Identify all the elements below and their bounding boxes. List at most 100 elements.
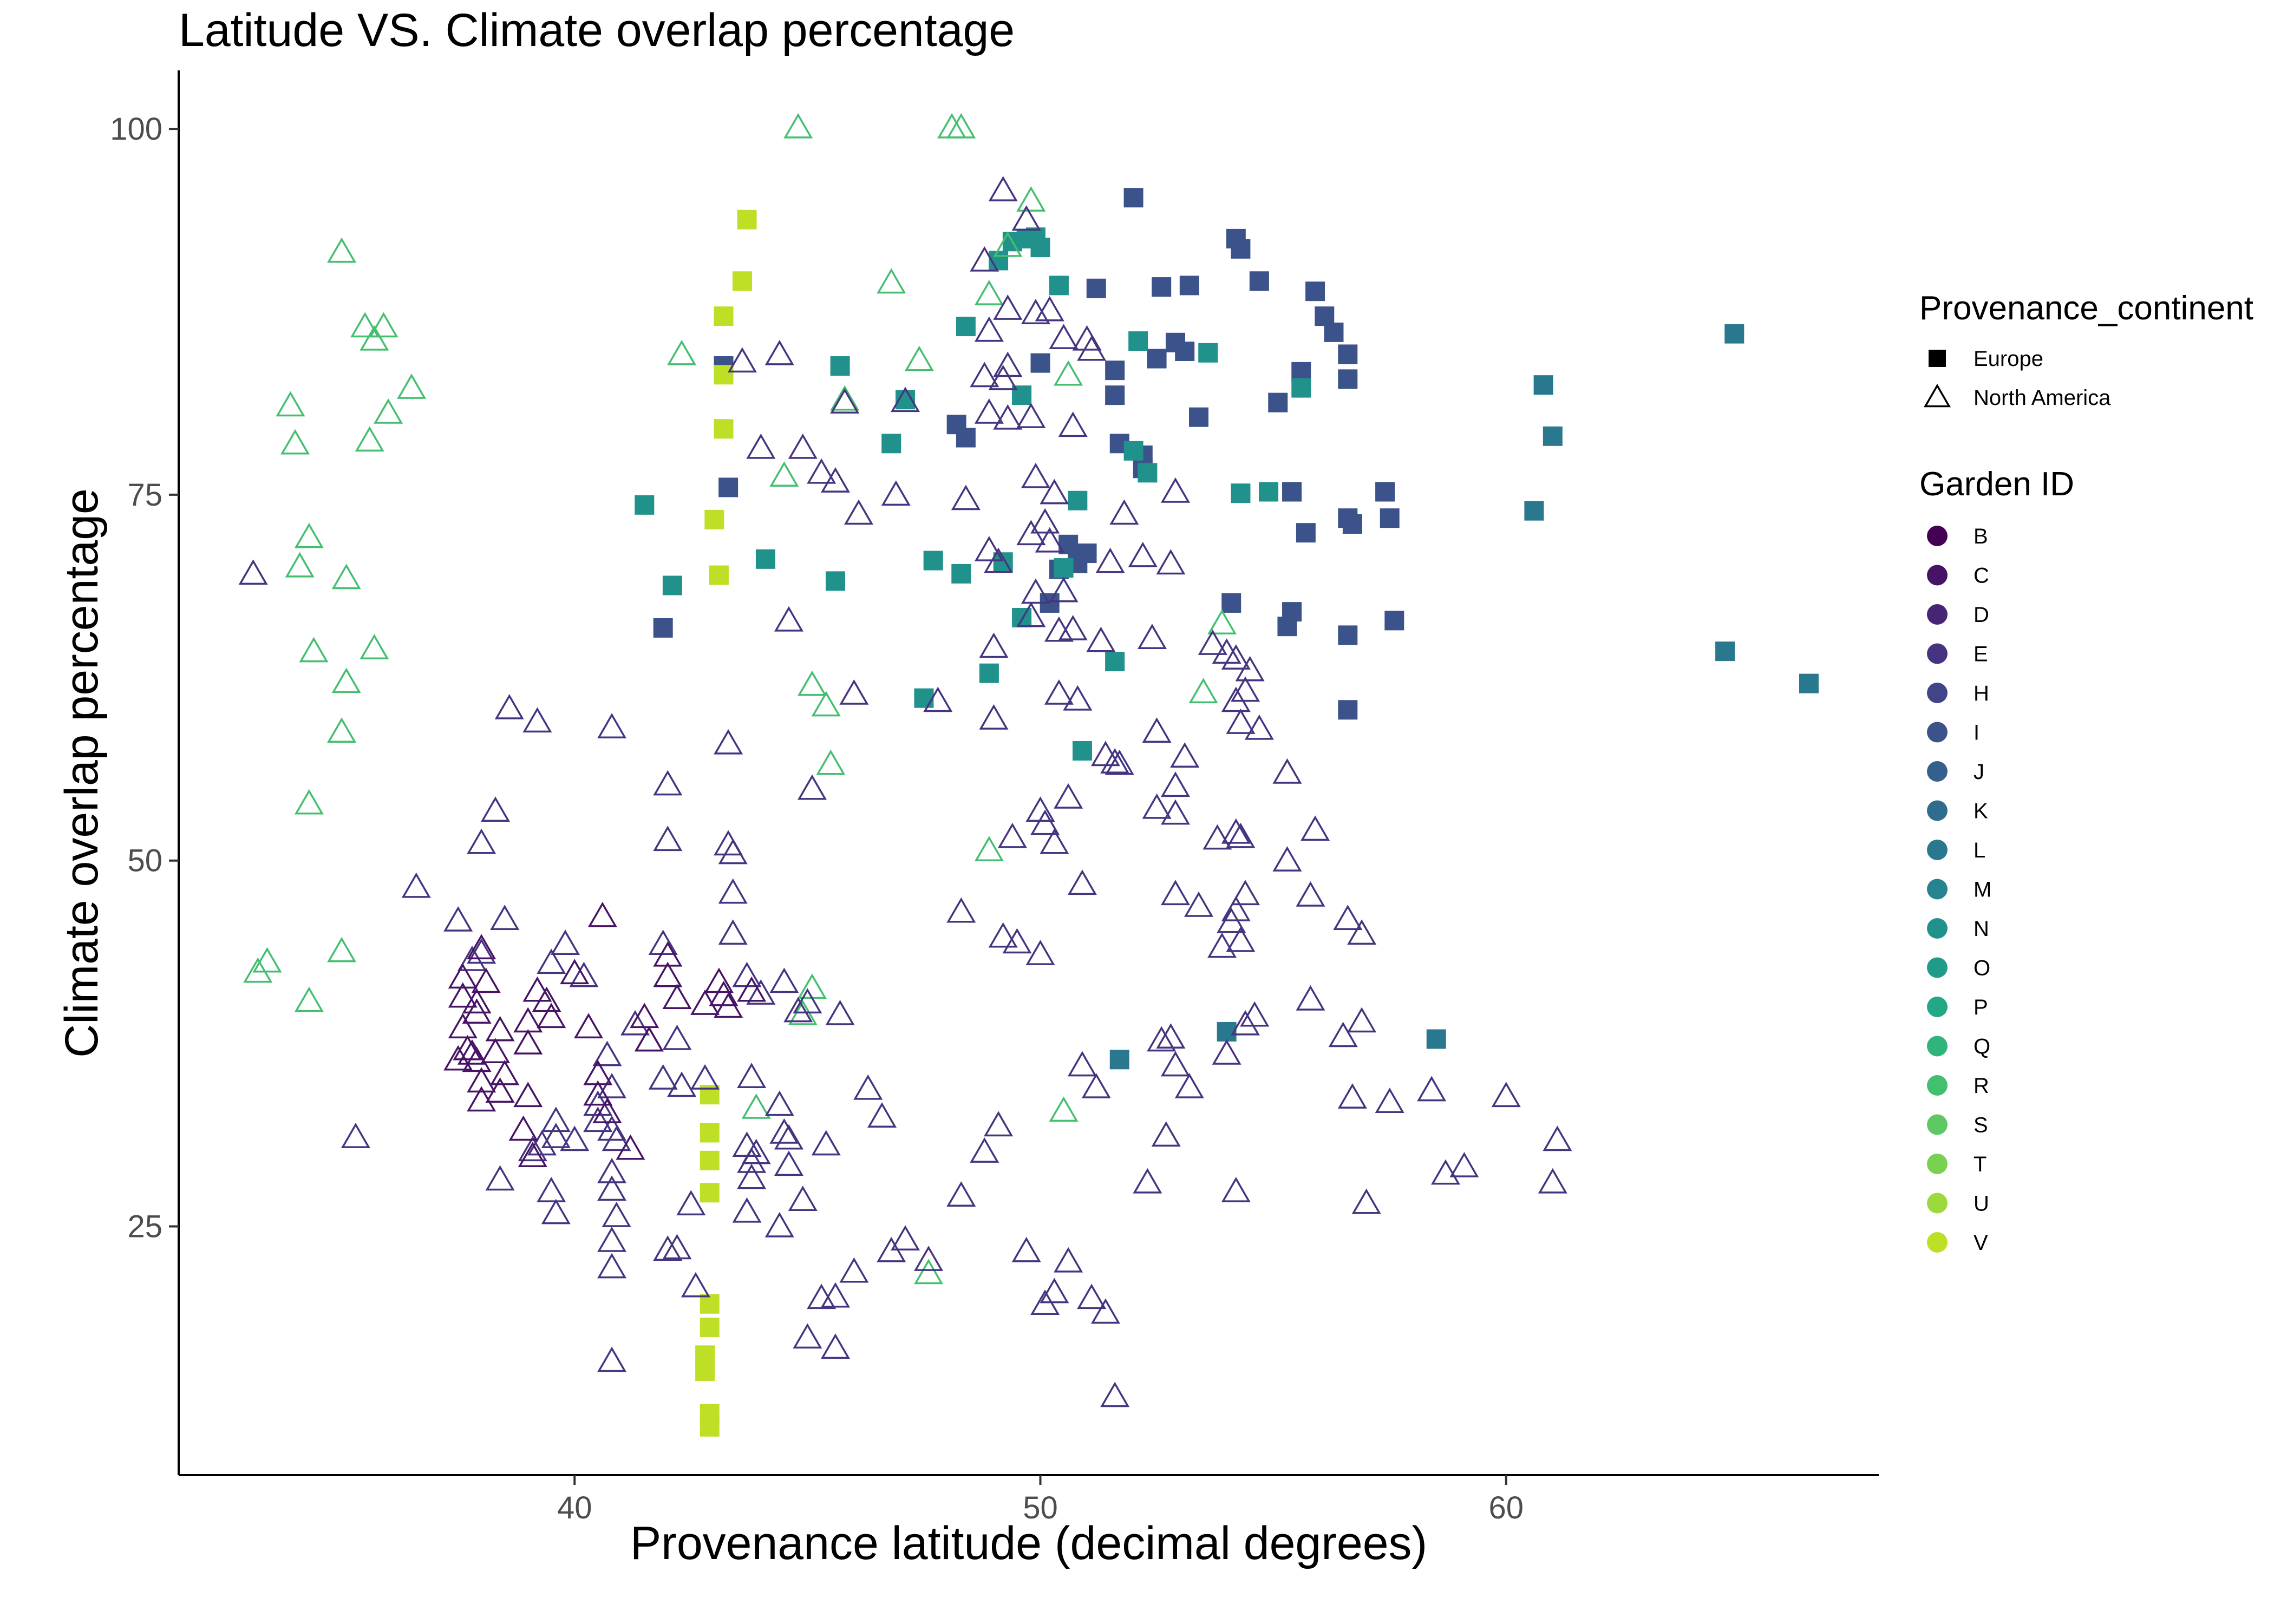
north-america-point [788,433,818,459]
north-america-point [741,1093,771,1119]
north-america-point [714,992,743,1018]
europe-point [700,1417,720,1437]
north-america-point [1049,577,1079,603]
europe-point [1054,558,1074,578]
north-america-point [1035,527,1064,553]
shape-legend-label: North America [1974,386,2111,410]
north-america-point [970,246,999,272]
north-america-point [602,1125,631,1151]
europe-point [956,317,976,337]
europe-point [714,419,734,439]
north-america-point [1207,932,1237,958]
europe-point [1375,482,1395,502]
north-america-point [737,1063,767,1088]
north-america-point [541,1199,571,1224]
color-legend-key [1927,761,1948,782]
north-america-point [667,1071,697,1097]
europe-point [1799,673,1819,693]
north-america-point [1538,1168,1567,1194]
north-america-point [485,1077,515,1103]
north-america-point [443,906,473,932]
color-legend-key [1927,1154,1948,1174]
y-tick-label: 100 [110,112,162,147]
north-america-point [490,1059,520,1085]
north-america-point [1333,905,1363,931]
north-america-point [1351,1188,1381,1214]
north-america-point [718,878,748,904]
north-america-point [480,1038,511,1064]
north-america-point [853,1074,883,1100]
north-america-point [513,1007,543,1033]
north-america-point [597,1073,627,1098]
north-america-point [592,1040,622,1066]
north-america-point [462,988,492,1014]
europe-point [700,1183,720,1203]
north-america-point [634,1026,664,1052]
north-america-point [993,294,1023,320]
europe-point [1105,361,1125,381]
color-legend-key [1927,683,1948,703]
europe-point [1198,343,1218,363]
north-america-point [974,316,1004,342]
color-legend-key [1927,1193,1948,1214]
north-america-point [1049,324,1079,349]
europe-point [1259,482,1279,502]
north-america-point [732,1197,762,1223]
north-america-point [1016,186,1046,212]
north-america-point [676,1190,706,1216]
europe-point [1249,271,1269,291]
europe-point [1724,324,1744,344]
north-america-point [662,984,692,1010]
north-america-point [769,967,799,993]
north-america-point [1543,1125,1572,1151]
color-legend-label: O [1974,957,1990,980]
north-america-point [1105,749,1134,775]
north-america-point [616,1134,645,1160]
europe-point [1175,342,1195,361]
north-america-point [1058,615,1088,640]
north-america-point [764,1090,794,1116]
north-america-point [508,1115,538,1141]
north-america-point [583,1080,613,1106]
north-america-point [774,1124,803,1150]
europe-point [700,1317,720,1337]
north-america-point [1174,1073,1204,1098]
north-america-point [1226,709,1256,734]
north-america-point [714,830,743,856]
north-america-point [769,461,799,487]
north-america-point [1160,1051,1191,1077]
color-legend-label: S [1974,1114,1988,1137]
europe-point [1138,463,1158,483]
north-america-point [825,999,855,1025]
europe-point [914,688,934,708]
north-america-point [331,564,361,590]
north-america-point [1156,549,1186,575]
color-legend-key [1927,1114,1948,1135]
color-legend-label: K [1974,800,1988,823]
north-america-point [597,713,627,738]
europe-point [737,209,757,230]
north-america-point [690,990,720,1015]
north-america-point [448,963,478,989]
north-america-point [1063,685,1093,711]
europe-point [1380,508,1400,528]
north-america-point [1067,1051,1097,1077]
north-america-point [355,426,384,452]
north-america-point [1090,741,1120,767]
north-america-point [820,1282,851,1308]
europe-point [1221,593,1241,613]
north-america-point [904,345,934,371]
north-america-point [648,929,678,955]
color-legend-key [1927,1232,1948,1253]
north-america-point [401,872,431,898]
north-america-point [369,312,398,338]
north-america-point [681,1272,710,1298]
north-america-point [1491,1082,1521,1108]
north-america-point [1040,479,1069,505]
north-america-point [1086,626,1116,652]
north-america-point [653,941,683,967]
europe-point [1338,344,1358,364]
north-america-point [993,404,1023,430]
north-america-point [1170,742,1200,768]
north-america-point [1221,896,1251,921]
